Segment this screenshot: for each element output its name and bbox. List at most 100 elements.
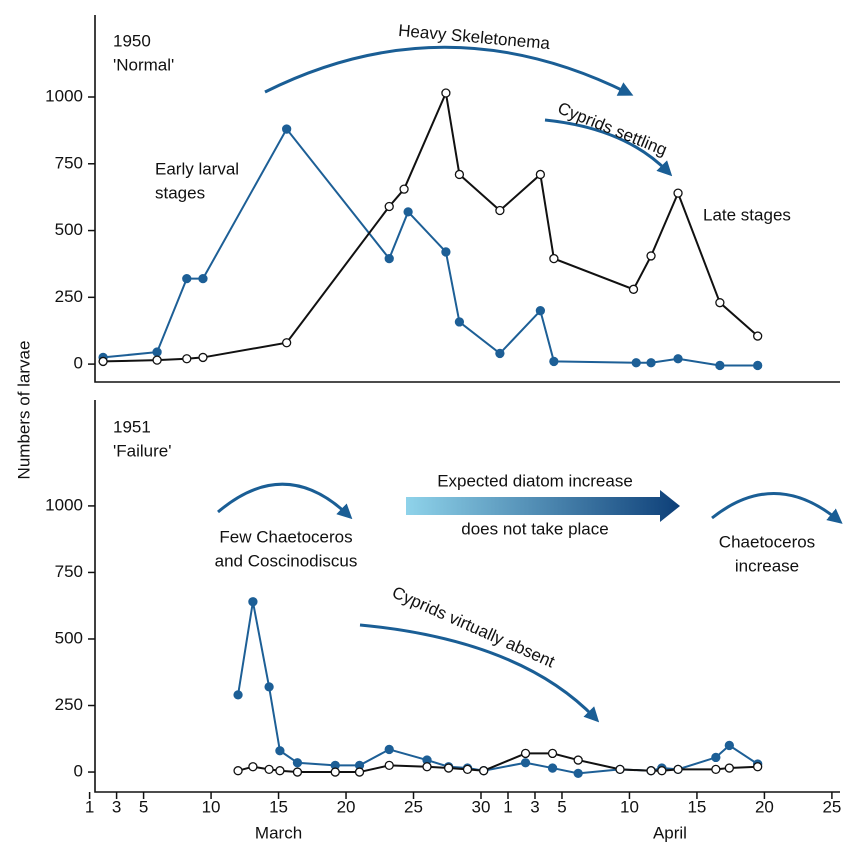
y-tick-label: 250 xyxy=(55,695,83,714)
data-point xyxy=(182,354,192,364)
annotation: stages xyxy=(155,183,205,202)
data-point xyxy=(547,748,558,759)
data-point xyxy=(330,767,340,777)
data-point xyxy=(753,360,763,371)
x-tick-label: 1 xyxy=(85,797,94,816)
data-point xyxy=(422,762,432,772)
data-point xyxy=(152,355,162,365)
panel-subtitle: 'Failure' xyxy=(113,441,171,460)
y-axis-label: Numbers of larvae xyxy=(14,341,33,480)
y-tick-label: 500 xyxy=(55,220,83,239)
data-point xyxy=(248,597,258,607)
data-point xyxy=(573,755,583,765)
data-point xyxy=(520,748,531,759)
data-point xyxy=(495,205,505,216)
annotation: Chaetoceros xyxy=(719,532,815,551)
y-tick-label: 750 xyxy=(55,562,83,581)
data-point xyxy=(573,768,583,779)
data-point xyxy=(520,758,531,768)
data-point xyxy=(441,88,451,98)
axis xyxy=(94,15,840,383)
panel-title: 1951 xyxy=(113,417,151,436)
y-tick-label: 500 xyxy=(55,628,83,647)
x-tick-label: 30 xyxy=(472,797,491,816)
month-label: March xyxy=(255,823,302,842)
annotation: Expected diatom increase xyxy=(437,471,633,490)
data-point xyxy=(462,764,473,775)
data-point xyxy=(281,124,292,134)
data-point xyxy=(711,764,721,775)
data-point xyxy=(441,247,451,257)
annotation: Few Chaetoceros xyxy=(219,527,352,546)
x-tick-label: 1 xyxy=(503,797,512,816)
y-tick-label: 1000 xyxy=(45,86,83,105)
data-point xyxy=(281,338,292,348)
y-tick-label: 1000 xyxy=(45,495,83,514)
data-point xyxy=(454,169,465,180)
data-point xyxy=(384,201,394,212)
data-point xyxy=(646,766,656,776)
data-point xyxy=(495,348,505,359)
data-point xyxy=(182,273,192,284)
data-point xyxy=(673,188,683,198)
data-point xyxy=(354,767,365,777)
annotation: Early larval xyxy=(155,159,239,178)
data-point xyxy=(233,766,243,776)
data-point xyxy=(198,273,208,284)
data-point xyxy=(152,347,162,357)
panel-title: 1950 xyxy=(113,31,151,50)
data-point xyxy=(264,764,274,775)
annotation: does not take place xyxy=(461,519,608,538)
data-point xyxy=(248,762,258,772)
data-point xyxy=(399,184,409,194)
axis xyxy=(94,400,840,793)
annotation: and Coscinodiscus xyxy=(215,551,358,570)
x-tick-label: 10 xyxy=(202,797,221,816)
data-point xyxy=(535,169,546,180)
data-point xyxy=(715,298,725,308)
data-point xyxy=(615,764,625,775)
series-line xyxy=(103,89,759,363)
data-point xyxy=(549,356,559,367)
data-point xyxy=(198,352,208,363)
data-point xyxy=(535,306,546,316)
data-point xyxy=(724,763,734,773)
annotation-arrows xyxy=(217,45,843,723)
x-tick-label: 25 xyxy=(822,797,841,816)
x-tick-label: 15 xyxy=(687,797,706,816)
data-point xyxy=(711,752,721,763)
x-tick-label: 20 xyxy=(755,797,774,816)
x-tick-label: 10 xyxy=(620,797,639,816)
panel-subtitle: 'Normal' xyxy=(113,55,174,74)
annotation: Cyprids virtually absent xyxy=(389,583,558,672)
data-point xyxy=(715,360,725,371)
x-tick-label: 25 xyxy=(404,797,423,816)
data-point xyxy=(233,690,243,700)
data-point xyxy=(292,767,303,777)
arrow xyxy=(544,118,673,177)
data-point xyxy=(384,253,394,264)
y-tick-label: 0 xyxy=(74,354,83,373)
x-tick-label: 20 xyxy=(337,797,356,816)
series-line xyxy=(237,752,758,774)
data-point xyxy=(292,758,303,768)
data-point xyxy=(753,762,763,772)
data-point xyxy=(384,760,394,771)
x-tick-label: 5 xyxy=(139,797,148,816)
arrow xyxy=(711,492,843,524)
data-point xyxy=(631,358,641,368)
gradient-arrow xyxy=(406,490,680,522)
arrow xyxy=(359,623,600,723)
data-point xyxy=(98,356,108,367)
data-point xyxy=(264,682,274,692)
x-tick-label: 3 xyxy=(112,797,121,816)
data-point xyxy=(724,740,734,751)
y-tick-label: 750 xyxy=(55,153,83,172)
data-point xyxy=(549,253,559,264)
data-point xyxy=(403,207,413,217)
arrow xyxy=(217,482,353,520)
y-tick-label: 0 xyxy=(74,762,83,781)
data-point xyxy=(384,744,394,755)
data-point xyxy=(547,763,558,773)
